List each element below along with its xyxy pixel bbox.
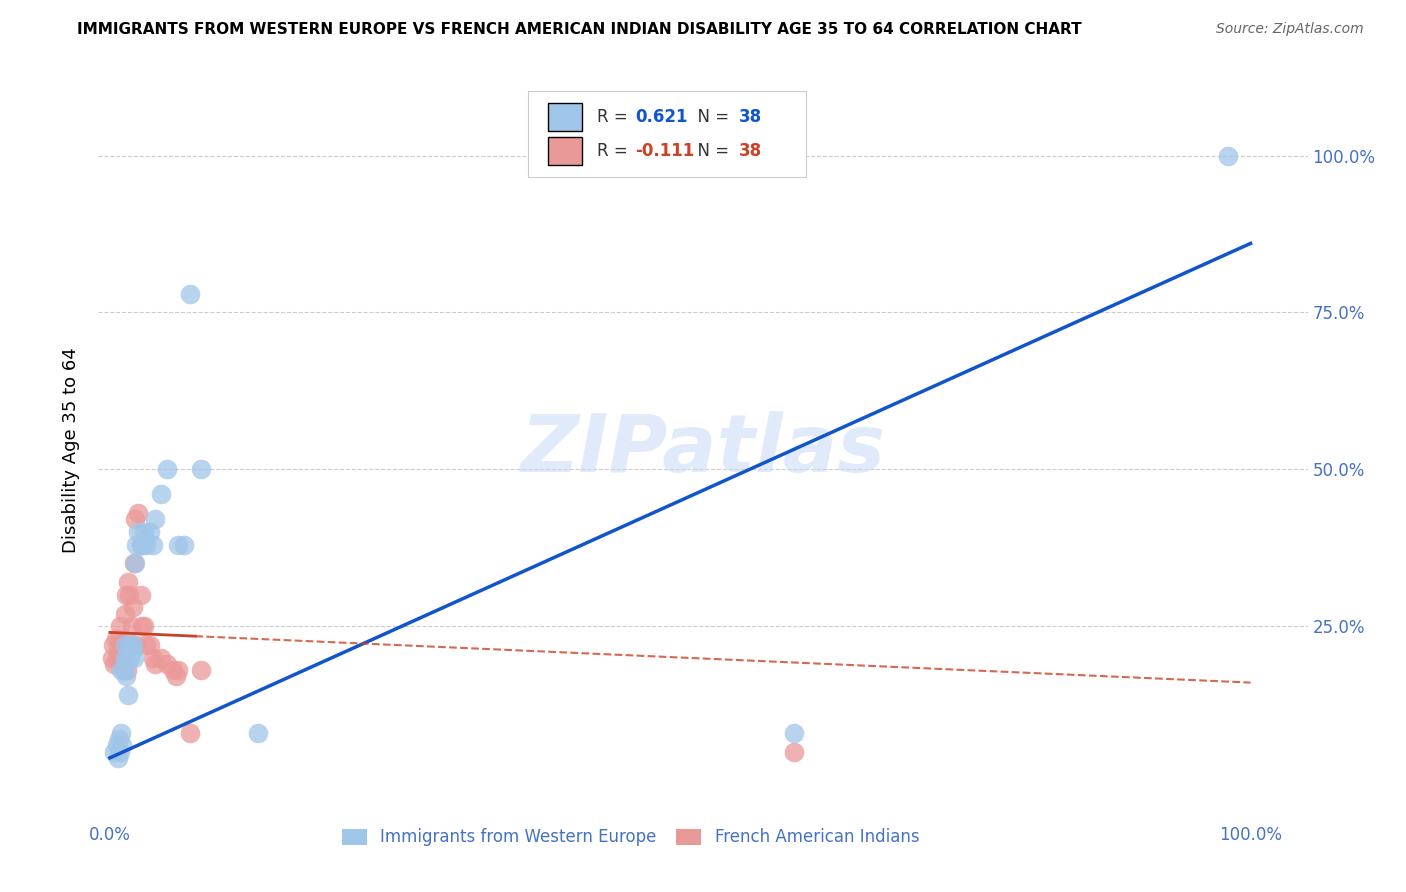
Point — [103, 638, 125, 652]
Point — [139, 524, 162, 539]
Point — [114, 607, 136, 621]
Text: Source: ZipAtlas.com: Source: ZipAtlas.com — [1216, 22, 1364, 37]
Point — [132, 524, 155, 539]
Point — [108, 632, 131, 646]
Point — [156, 462, 179, 476]
Text: IMMIGRANTS FROM WESTERN EUROPE VS FRENCH AMERICAN INDIAN DISABILITY AGE 35 TO 64: IMMIGRANTS FROM WESTERN EUROPE VS FRENCH… — [77, 22, 1083, 37]
Point — [150, 650, 173, 665]
FancyBboxPatch shape — [548, 137, 582, 165]
Point — [129, 588, 152, 602]
Point — [1216, 148, 1239, 162]
Point — [110, 663, 132, 677]
Point — [129, 538, 152, 552]
Point — [118, 588, 141, 602]
Point — [121, 600, 143, 615]
Text: N =: N = — [688, 108, 735, 126]
Point — [112, 663, 135, 677]
Point — [190, 663, 212, 677]
Text: ZIPatlas: ZIPatlas — [520, 411, 886, 490]
Point — [110, 650, 132, 665]
Point — [103, 745, 125, 759]
Point — [162, 663, 184, 677]
Point — [145, 657, 167, 671]
Point — [107, 644, 129, 658]
Point — [131, 619, 153, 633]
Point — [121, 644, 143, 658]
Point — [114, 669, 136, 683]
Point — [120, 638, 142, 652]
Point — [125, 538, 148, 552]
Text: -0.111: -0.111 — [636, 142, 695, 160]
Text: R =: R = — [596, 142, 633, 160]
Point — [124, 512, 146, 526]
Point — [190, 462, 212, 476]
Point — [108, 732, 131, 747]
Point — [127, 524, 149, 539]
Y-axis label: Disability Age 35 to 64: Disability Age 35 to 64 — [62, 348, 80, 553]
FancyBboxPatch shape — [527, 91, 806, 177]
Point — [167, 538, 190, 552]
Point — [150, 487, 173, 501]
Text: 38: 38 — [740, 142, 762, 160]
Point — [107, 751, 129, 765]
Point — [114, 588, 136, 602]
Text: 38: 38 — [740, 108, 762, 126]
Point — [108, 745, 131, 759]
Point — [121, 638, 143, 652]
Point — [156, 657, 179, 671]
Text: N =: N = — [688, 142, 735, 160]
Point — [142, 538, 165, 552]
Point — [167, 663, 190, 677]
Point — [173, 538, 195, 552]
Point — [101, 650, 124, 665]
Point — [132, 619, 155, 633]
Point — [179, 726, 201, 740]
Text: 0.621: 0.621 — [636, 108, 688, 126]
Point — [117, 688, 139, 702]
Point — [112, 657, 135, 671]
Point — [115, 663, 138, 677]
Point — [120, 650, 142, 665]
Point — [125, 638, 148, 652]
FancyBboxPatch shape — [548, 103, 582, 131]
Point — [114, 638, 136, 652]
Point — [122, 650, 145, 665]
Point — [139, 638, 162, 652]
Point — [105, 739, 128, 753]
Point — [124, 557, 146, 571]
Legend: Immigrants from Western Europe, French American Indians: Immigrants from Western Europe, French A… — [335, 822, 927, 853]
Point — [117, 575, 139, 590]
Point — [142, 650, 165, 665]
Point — [179, 286, 201, 301]
Point — [783, 726, 806, 740]
Point — [111, 638, 134, 652]
Point — [127, 506, 149, 520]
Point — [115, 650, 138, 665]
Point — [104, 632, 127, 646]
Point — [118, 638, 141, 652]
Point — [108, 619, 131, 633]
Point — [131, 538, 153, 552]
Point — [135, 638, 157, 652]
Point — [135, 538, 157, 552]
Point — [122, 557, 145, 571]
Point — [783, 745, 806, 759]
Point — [165, 669, 187, 683]
Point — [145, 512, 167, 526]
Point — [114, 650, 136, 665]
Point — [111, 739, 134, 753]
Point — [247, 726, 270, 740]
Point — [103, 657, 125, 671]
Text: R =: R = — [596, 108, 633, 126]
Point — [105, 650, 128, 665]
Point — [121, 619, 143, 633]
Point — [110, 726, 132, 740]
